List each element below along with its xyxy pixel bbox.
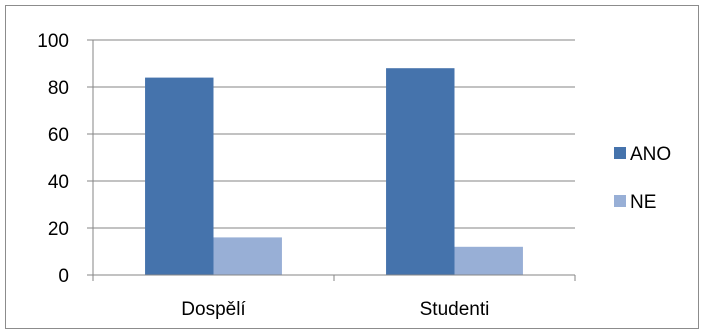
bar-ne-0	[213, 237, 282, 275]
legend-swatch-ano	[614, 147, 626, 159]
x-tick-label: Studenti	[420, 299, 490, 320]
legend-label-ano: ANO	[630, 144, 671, 165]
axes	[87, 39, 576, 281]
bars	[145, 68, 523, 275]
legend: ANO NE	[614, 144, 671, 213]
y-tick-label: 20	[48, 219, 69, 240]
y-tick-label: 0	[58, 266, 69, 287]
bar-ano-0	[145, 77, 214, 275]
legend-label-ne: NE	[630, 192, 656, 213]
x-tick-labels: Dospělí Studenti	[181, 299, 489, 320]
y-tick-label: 40	[48, 172, 69, 193]
y-tick-label: 80	[48, 78, 69, 99]
bar-ano-1	[386, 68, 455, 275]
y-tick-label: 60	[48, 125, 69, 146]
legend-swatch-ne	[614, 195, 626, 207]
x-tick-label: Dospělí	[181, 299, 246, 320]
y-tick-label: 100	[37, 31, 69, 52]
y-tick-labels: 0 20 40 60 80 100	[37, 31, 69, 287]
bar-ne-1	[454, 246, 523, 275]
